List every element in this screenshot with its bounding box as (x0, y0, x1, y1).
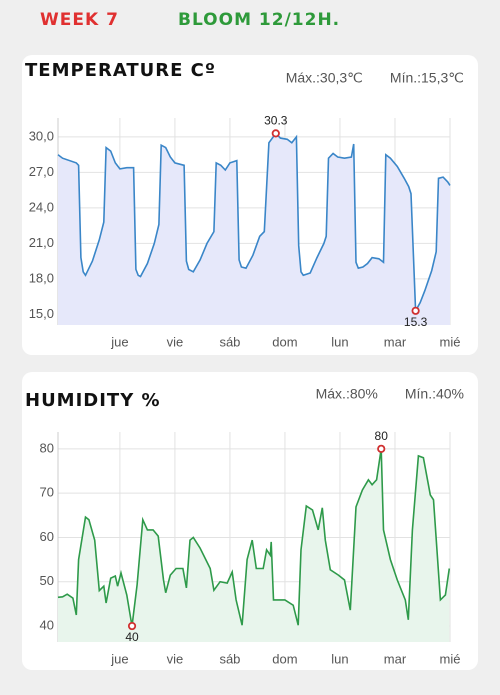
extreme-label: 15.3 (404, 315, 428, 329)
x-tick-label: jue (110, 651, 128, 666)
data-line (57, 132, 451, 314)
x-tick-label: lun (331, 334, 348, 349)
x-tick-label: sáb (219, 334, 240, 349)
x-tick-label: mar (384, 651, 407, 666)
extreme-label: 30.3 (264, 114, 288, 128)
week-label: WEEK 7 (40, 10, 119, 30)
x-tick-label: dom (272, 651, 297, 666)
extreme-label: 80 (375, 429, 389, 443)
x-tick-label: jue (110, 334, 128, 349)
x-tick-label: dom (272, 334, 297, 349)
extreme-label: 40 (125, 630, 139, 644)
y-tick-label: 27,0 (29, 164, 54, 179)
x-tick-label: vie (167, 334, 184, 349)
max-stat: Máx.:30,3℃ (286, 70, 363, 86)
y-tick-label: 15,0 (29, 306, 54, 321)
chart-title: HUMIDITY % (25, 390, 161, 411)
y-tick-label: 40 (40, 617, 54, 632)
y-tick-label: 80 (40, 440, 54, 455)
chart-title: TEMPERATURE Cº (25, 60, 216, 81)
x-tick-label: lun (331, 651, 348, 666)
y-tick-label: 18,0 (29, 270, 54, 285)
y-tick-label: 30,0 (29, 128, 54, 143)
y-tick-label: 24,0 (29, 199, 54, 214)
max-stat: Máx.:80% (316, 386, 378, 402)
y-tick-label: 60 (40, 529, 54, 544)
min-stat: Mín.:15,3℃ (390, 70, 464, 86)
area-fill (58, 133, 450, 325)
x-tick-label: sáb (219, 651, 240, 666)
y-tick-label: 21,0 (29, 235, 54, 250)
extreme-marker (271, 129, 280, 138)
min-stat: Mín.:40% (405, 386, 464, 402)
x-tick-label: mié (440, 651, 461, 666)
x-tick-label: vie (167, 651, 184, 666)
extreme-marker (127, 621, 137, 631)
extreme-marker (377, 444, 386, 453)
x-tick-label: mar (384, 334, 407, 349)
x-tick-label: mié (440, 334, 461, 349)
stage-label: BLOOM 12/12H. (178, 10, 340, 30)
y-tick-label: 70 (40, 485, 54, 500)
y-tick-label: 50 (40, 573, 54, 588)
extreme-marker (411, 306, 420, 315)
